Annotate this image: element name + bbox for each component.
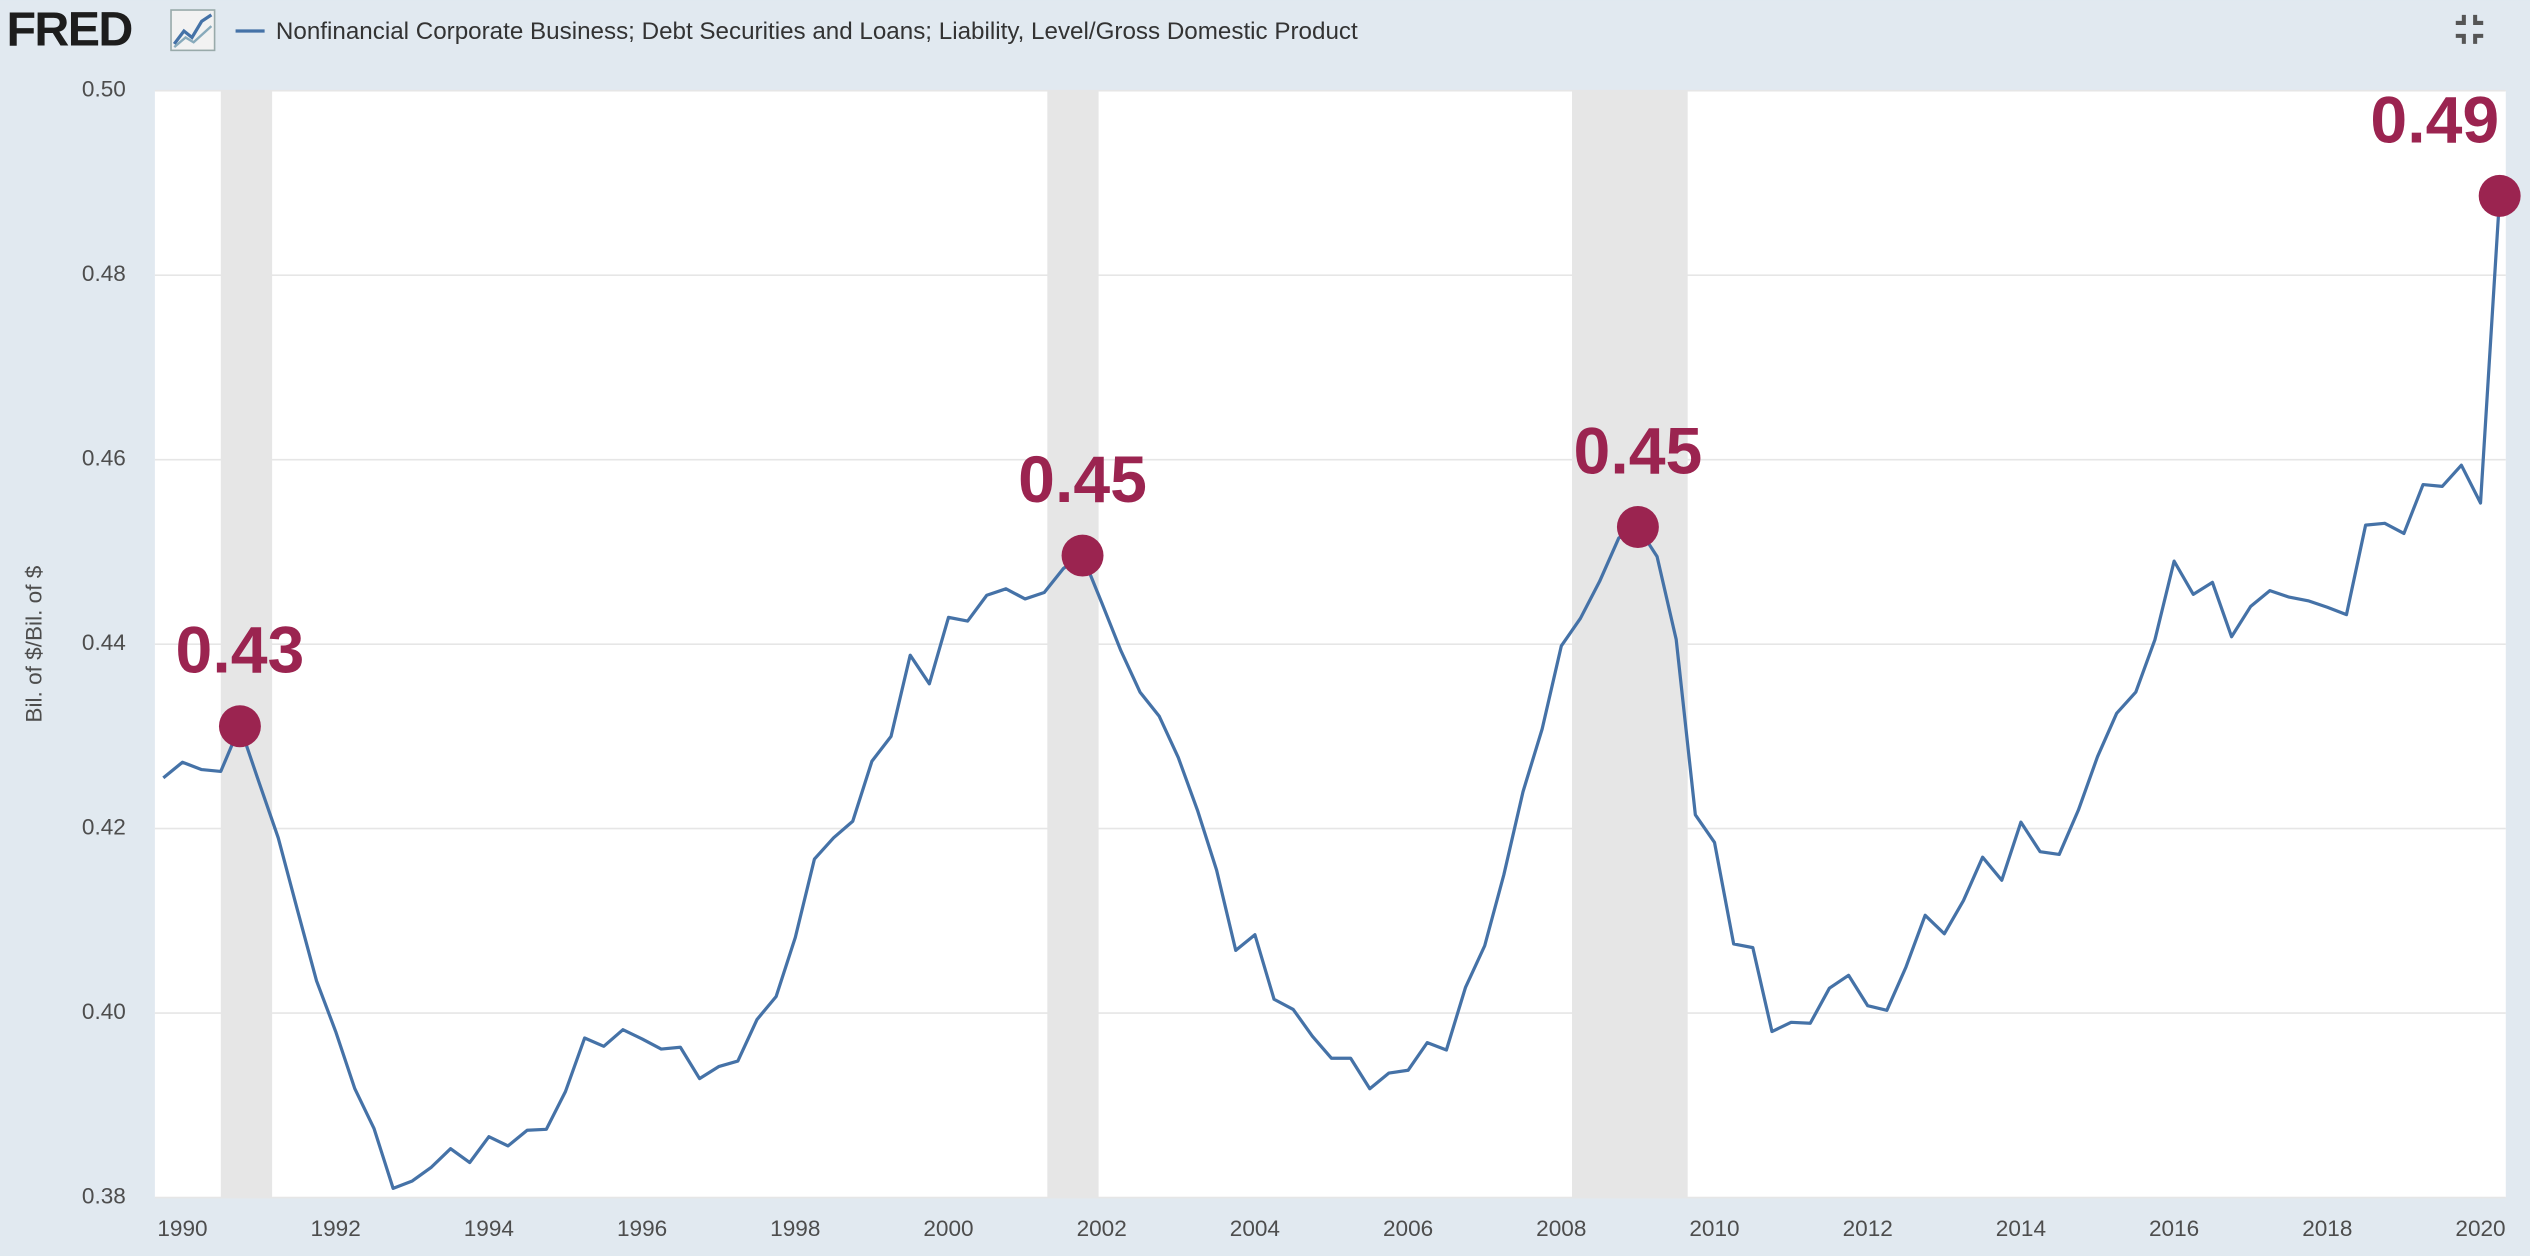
x-tick-label: 2008 — [1536, 1216, 1586, 1241]
logo: FRED — [6, 2, 131, 56]
x-tick-label: 2018 — [2302, 1216, 2352, 1241]
data-line — [162, 195, 2502, 1190]
x-tick-label: 2004 — [1230, 1216, 1280, 1241]
highlight-dot — [1616, 506, 1659, 548]
y-tick-label: 0.46 — [82, 446, 126, 471]
y-tick-label: 0.48 — [82, 261, 126, 286]
x-tick-label: 2002 — [1077, 1216, 1127, 1241]
x-tick-label: 2010 — [1689, 1216, 1739, 1241]
y-tick-label: 0.38 — [82, 1184, 126, 1209]
x-tick-label: 2006 — [1383, 1216, 1433, 1241]
data-label: 0.43 — [176, 614, 305, 688]
data-label: 0.49 — [2370, 83, 2499, 157]
x-tick-label: 2012 — [1843, 1216, 1893, 1241]
x-tick-label: 1990 — [157, 1216, 207, 1241]
x-tick-label: 2020 — [2455, 1216, 2505, 1241]
x-tick-label: 2014 — [1996, 1216, 2046, 1241]
highlight-dot — [1061, 534, 1104, 577]
logo-icon — [170, 9, 216, 52]
highlight-dot — [2478, 174, 2521, 217]
x-tick-label: 1994 — [464, 1216, 514, 1241]
legend-label: Nonfinancial Corporate Business; Debt Se… — [276, 18, 1358, 45]
y-tick-label: 0.50 — [82, 77, 126, 102]
x-tick-label: 2016 — [2149, 1216, 2199, 1241]
y-tick-label: 0.42 — [82, 815, 126, 840]
data-label: 0.45 — [1018, 443, 1147, 517]
y-axis-title: Bil. of $/Bil. of $ — [21, 565, 46, 722]
x-tick-label: 1992 — [311, 1216, 361, 1241]
x-tick-label: 1996 — [617, 1216, 667, 1241]
data-label: 0.45 — [1574, 414, 1703, 488]
y-tick-label: 0.40 — [82, 999, 126, 1024]
fullscreen-icon[interactable] — [2455, 14, 2484, 44]
x-tick-label: 2000 — [923, 1216, 973, 1241]
highlight-dot — [218, 705, 261, 748]
x-tick-label: 1998 — [770, 1216, 820, 1241]
y-tick-label: 0.44 — [82, 630, 126, 655]
